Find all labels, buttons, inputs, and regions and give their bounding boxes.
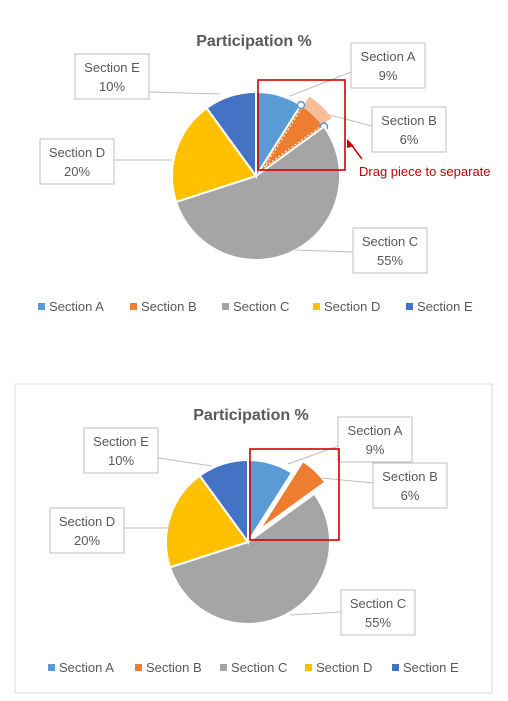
chart-2-data-label-category-section-c: Section C [350,596,406,611]
chart-2-title: Participation % [193,407,309,424]
chart-1-data-label-category-section-e: Section E [84,60,140,75]
chart-2-data-label-category-section-b: Section B [382,469,438,484]
chart-2-legend-swatch-section-e [392,664,399,671]
chart-2-legend-swatch-section-c [220,664,227,671]
chart-2-leader-section-c [289,611,342,616]
chart-2-slice-section-e[interactable] [198,458,249,546]
chart-1-leader-section-c [294,249,354,253]
chart-1-legend-label-section-a: Section A [49,299,104,314]
chart-2-slice-section-d[interactable] [165,474,250,569]
chart-2-legend-label-section-e: Section E [403,660,459,675]
chart-1-data-label-value-section-c: 55% [377,253,403,268]
chart-2-callout-section-b [372,462,448,509]
chart-2-leader-section-b [321,477,374,484]
chart-2-callout-section-a [337,416,413,463]
chart-2-slice-section-b[interactable] [258,459,327,532]
chart-1-leader-section-a [289,71,352,97]
chart-1-data-labels: Section A 9% Section B 6% Section C 55% Sectio… [39,42,447,274]
chart-1-data-label-category-section-b: Section B [381,113,437,128]
chart-1-slice-section-d[interactable] [171,106,258,204]
chart-1-data-label-category-section-d: Section D [49,145,105,160]
chart-1-legend-label-section-c: Section C [233,299,289,314]
chart-2-data-label-value-section-b: 6% [401,488,420,503]
chart-2-data-label-category-section-d: Section D [59,514,115,529]
chart-2-legend: Section A Section B Section C Section D Sect… [48,660,459,675]
chart-2-highlight-box [249,448,340,541]
chart-1-slice-section-c[interactable] [174,125,341,261]
chart-2-callout-section-d [49,507,125,554]
chart-2-data-label-value-section-d: 20% [74,533,100,548]
chart-1-leader-lines [114,71,373,253]
chart-1-callout-section-e [74,53,150,100]
chart-1-selection-handle[interactable] [296,100,306,110]
chart-1-drag-ghost-section-b[interactable] [263,95,333,168]
chart-1-legend-swatch-section-e [406,303,413,310]
chart-2-legend-label-section-c: Section C [231,660,287,675]
chart-1-slice-section-e[interactable] [205,90,257,180]
chart-2-data-label-category-section-a: Section A [348,423,403,438]
chart-1-legend-label-section-b: Section B [141,299,197,314]
chart-2-legend-swatch-section-a [48,664,55,671]
chart-2-legend-label-section-a: Section A [59,660,114,675]
chart-1-legend-swatch-section-c [222,303,229,310]
chart-2-data-label-value-section-e: 10% [108,453,134,468]
chart-2-slices[interactable] [165,458,331,625]
chart-1-title: Participation % [196,33,312,50]
chart-1-legend-swatch-section-d [313,303,320,310]
chart-1-data-label-value-section-a: 9% [379,68,398,83]
chart-1-data-label-value-section-e: 10% [99,79,125,94]
chart-1-leader-section-e [148,91,221,95]
chart-1-data-label-value-section-b: 6% [400,132,419,147]
chart-1-data-label-category-section-c: Section C [362,234,418,249]
chart-2-legend-label-section-d: Section D [316,660,372,675]
instruction-arrow-head [347,139,354,148]
instruction-text: Drag piece to separate [359,164,491,179]
chart-1-legend-label-section-e: Section E [417,299,473,314]
chart-1-leader-section-b [329,114,373,127]
chart-1-legend-label-section-d: Section D [324,299,380,314]
chart-2-callout-section-e [83,427,159,474]
chart-2-legend-swatch-section-d [305,664,312,671]
chart-2-callout-section-c [340,589,416,636]
chart-2[interactable]: Participation % Section A9%Section B6%Se… [14,383,493,694]
chart-1-data-label-value-section-d: 20% [64,164,90,179]
chart-1-callout-section-c [352,227,428,274]
chart-1-callout-section-a [350,42,426,89]
chart-1-slices[interactable] [171,90,341,261]
chart-2-data-label-value-section-c: 55% [365,615,391,630]
chart-1-legend-swatch-section-b [130,303,137,310]
chart-2-legend-swatch-section-b [135,664,142,671]
chart-1-legend-swatch-section-a [38,303,45,310]
chart-1[interactable]: Participation % Section A9%Section B6%Se… [38,33,491,314]
chart-1-callout-section-d [39,138,115,185]
chart-1-data-label-category-section-a: Section A [361,49,416,64]
chart-1-highlight-box [257,79,346,171]
chart-1-legend: Section A Section B Section C Section D Sect… [38,299,473,314]
chart-1-callout-section-b [371,106,447,153]
chart-2-leader-section-e [157,457,213,467]
chart-2-slice-section-c[interactable] [168,492,331,625]
chart-2-legend-label-section-b: Section B [146,660,202,675]
chart-2-data-label-value-section-a: 9% [366,442,385,457]
chart-2-data-labels: Section A 9% Section B 6% Section C 55% Sectio… [49,416,448,636]
chart-2-data-label-category-section-e: Section E [93,434,149,449]
